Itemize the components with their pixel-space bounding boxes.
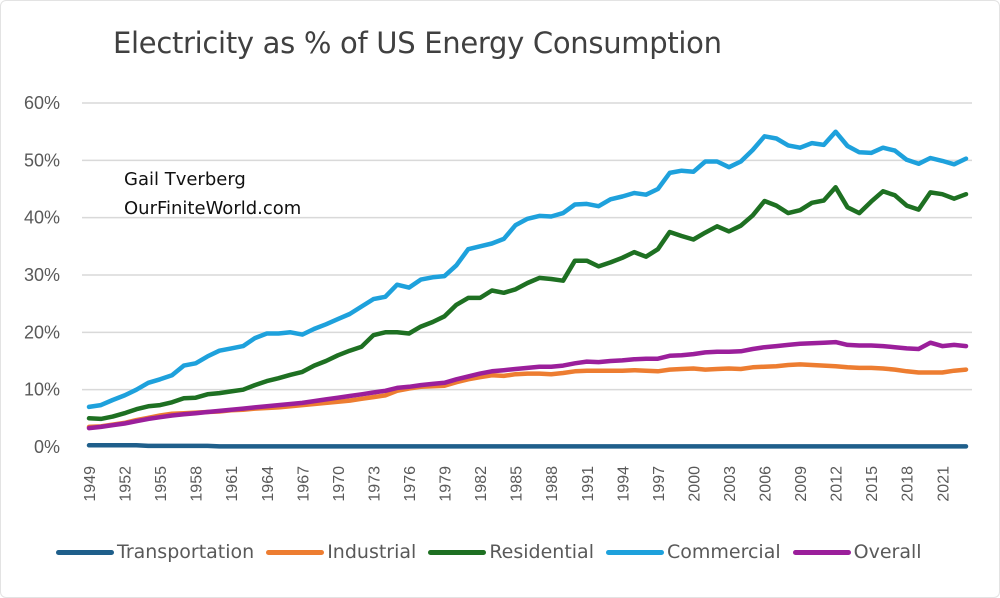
series-line-industrial <box>86 362 969 430</box>
series-lines <box>86 129 969 449</box>
x-tick-label: 1997 <box>651 466 668 502</box>
x-tick-label: 1973 <box>366 466 383 502</box>
x-tick-label: 1961 <box>224 466 241 502</box>
x-tick-label: 1958 <box>189 466 206 502</box>
legend-swatch <box>792 549 851 555</box>
legend-label: Industrial <box>327 541 417 563</box>
x-tick-label: 1982 <box>473 466 490 502</box>
x-tick-label: 1955 <box>153 466 170 502</box>
y-tick-label: 10% <box>24 380 60 400</box>
legend-swatch <box>266 549 325 555</box>
y-axis-ticks: 0% 10% 20% 30% 40% 50% 60% <box>24 93 60 457</box>
legend-item-residential: Residential <box>428 541 594 563</box>
y-tick-label: 60% <box>24 93 60 113</box>
legend-label: Residential <box>489 541 594 563</box>
legend-label: Commercial <box>666 541 781 563</box>
legend-swatch <box>56 549 114 555</box>
x-tick-label: 2021 <box>935 466 952 502</box>
y-tick-label: 50% <box>24 150 60 170</box>
x-tick-label: 2009 <box>793 466 810 502</box>
x-tick-label: 1970 <box>331 466 348 502</box>
x-tick-label: 1985 <box>509 466 526 502</box>
x-tick-label: 2018 <box>900 466 917 502</box>
x-tick-label: 1967 <box>295 466 312 502</box>
legend-swatch <box>605 549 664 555</box>
series-line-residential <box>86 185 969 422</box>
x-axis-ticks: 1949 1952 1955 1958 1961 1964 1967 1970 1973 1976… <box>82 466 952 502</box>
y-tick-label: 40% <box>24 208 60 228</box>
legend-item-overall: Overall <box>792 541 922 563</box>
author-annotation: Gail Tverberg <box>124 169 246 190</box>
legend-item-commercial: Commercial <box>605 541 781 563</box>
x-tick-label: 2015 <box>864 466 881 502</box>
legend-label: Overall <box>853 541 922 563</box>
x-tick-label: 1964 <box>260 466 277 502</box>
x-tick-label: 2012 <box>829 466 846 502</box>
x-tick-label: 1991 <box>580 466 597 502</box>
x-tick-label: 1988 <box>544 466 561 502</box>
series-line-transportation <box>86 443 969 449</box>
x-tick-label: 1979 <box>438 466 455 502</box>
series-line-overall <box>86 339 969 431</box>
x-tick-label: 2003 <box>722 466 739 502</box>
x-tick-label: 2006 <box>758 466 775 502</box>
legend-swatch <box>428 549 487 555</box>
x-tick-label: 1949 <box>82 466 99 502</box>
chart-legend: Transportation Industrial Residential Co… <box>56 541 934 563</box>
y-tick-label: 30% <box>24 265 60 285</box>
x-tick-label: 2000 <box>686 466 703 502</box>
x-tick-label: 1976 <box>402 466 419 502</box>
y-tick-label: 20% <box>24 322 60 342</box>
x-tick-label: 1994 <box>615 466 632 502</box>
y-tick-label: 0% <box>34 437 60 457</box>
legend-item-transportation: Transportation <box>56 541 254 563</box>
legend-item-industrial: Industrial <box>266 541 416 563</box>
chart-title: Electricity as % of US Energy Consumptio… <box>113 26 722 60</box>
website-annotation: OurFiniteWorld.com <box>124 198 302 219</box>
series-line-commercial <box>86 129 969 410</box>
x-tick-label: 1952 <box>118 466 135 502</box>
legend-label: Transportation <box>117 541 255 563</box>
gridlines <box>82 102 972 391</box>
